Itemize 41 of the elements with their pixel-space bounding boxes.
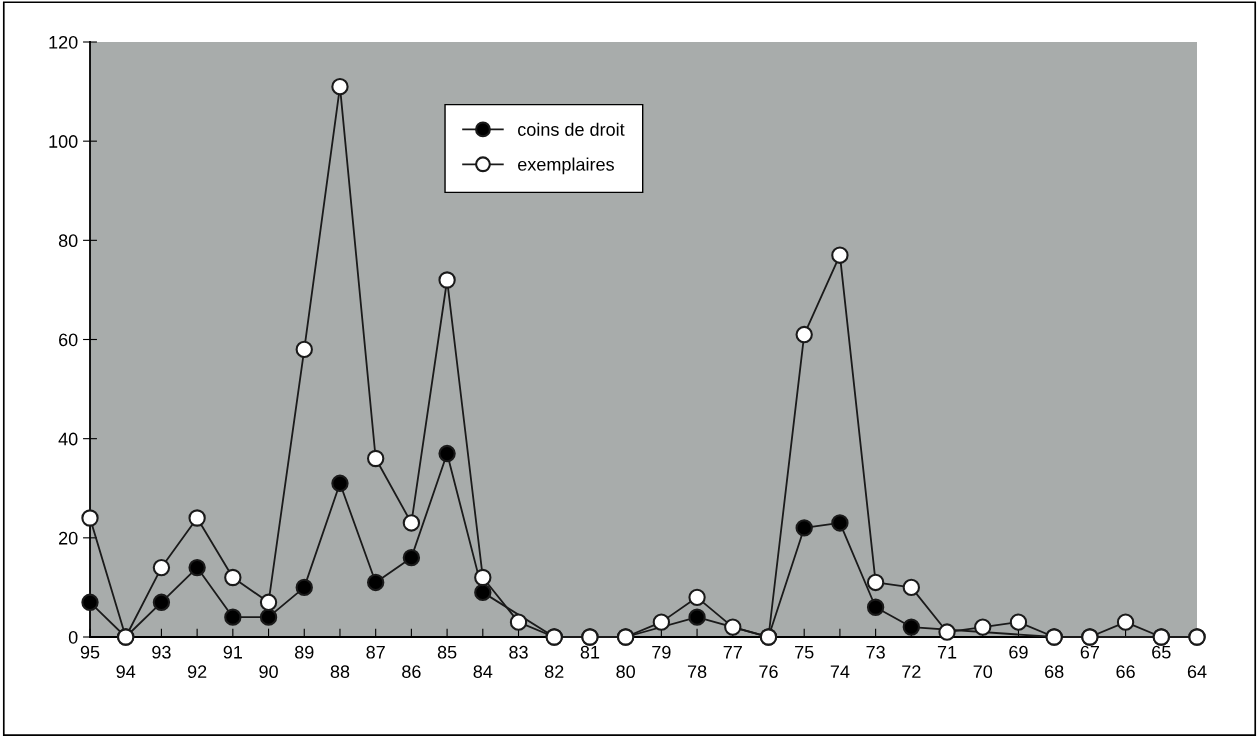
- x-tick-label: 75: [795, 646, 814, 659]
- x-tick-label: 83: [509, 645, 528, 659]
- x-tick-label: 76: [759, 665, 778, 679]
- x-tick-label: 65: [1152, 645, 1171, 659]
- x-tick-label: 80: [616, 665, 635, 679]
- y-tick-label: 0: [68, 630, 78, 644]
- x-tick-label: 88: [330, 665, 350, 679]
- x-tick-label: 92: [187, 665, 207, 679]
- x-tick-label: 71: [937, 646, 957, 659]
- legend-label: exemplaires: [518, 157, 614, 175]
- x-tick-label: 91: [223, 645, 242, 659]
- x-tick-label: 79: [652, 645, 671, 659]
- legend-label: coins de droit: [518, 122, 625, 136]
- x-tick-label: 73: [866, 645, 885, 659]
- x-tick-label: 95: [80, 645, 100, 659]
- y-tick-label: 40: [58, 432, 78, 446]
- x-tick-label: 90: [259, 665, 278, 679]
- x-tick-label: 66: [1116, 665, 1135, 679]
- x-tick-label: 86: [402, 665, 421, 679]
- y-tick-label: 60: [59, 333, 78, 347]
- y-tick-label: 120: [49, 35, 78, 49]
- x-tick-label: 78: [687, 665, 707, 679]
- x-tick-label: 74: [830, 665, 850, 678]
- x-tick-label: 72: [902, 665, 921, 678]
- x-tick-label: 93: [152, 645, 171, 659]
- y-tick-label: 20: [59, 531, 78, 545]
- x-tick-label: 64: [1187, 665, 1207, 679]
- x-tick-label: 84: [473, 665, 493, 679]
- x-tick-label: 82: [544, 665, 564, 679]
- x-tick-label: 70: [973, 665, 993, 679]
- x-tick-label: 67: [1080, 645, 1100, 659]
- y-tick-label: 80: [58, 234, 78, 248]
- y-tick-label: 100: [49, 135, 78, 148]
- x-tick-label: 81: [580, 645, 600, 659]
- x-tick-label: 89: [295, 645, 314, 659]
- x-tick-label: 69: [1009, 645, 1028, 659]
- x-tick-label: 94: [116, 665, 136, 679]
- x-tick-label: 85: [437, 645, 457, 659]
- x-tick-label: 87: [366, 645, 385, 659]
- x-tick-label: 77: [723, 646, 742, 659]
- x-tick-label: 68: [1045, 665, 1064, 679]
